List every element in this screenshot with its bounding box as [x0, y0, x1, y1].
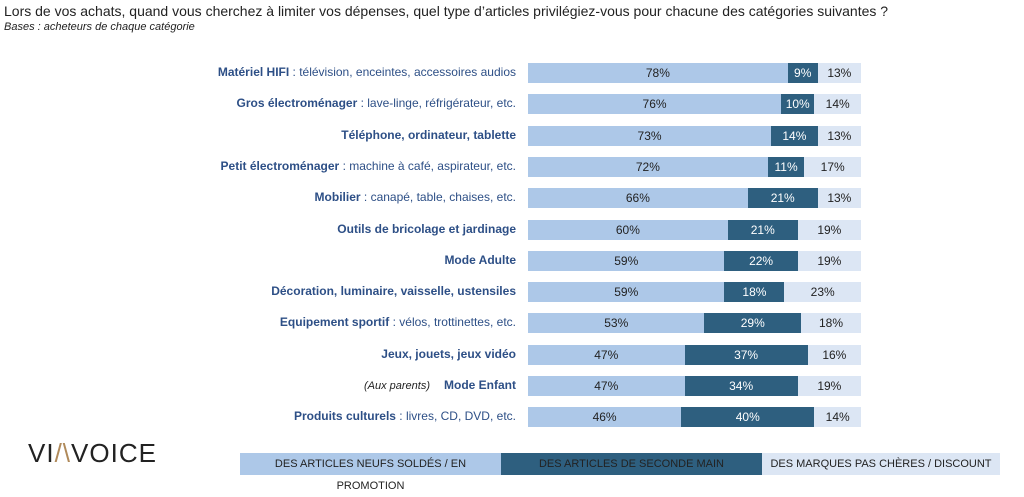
- bar-segment: 29%: [704, 313, 802, 334]
- bar-segment: 21%: [727, 219, 798, 240]
- category-label: (Aux parents) Mode Enfant: [364, 378, 516, 392]
- bar-segment: 9%: [787, 63, 818, 83]
- bar-row: Petit électroménager : machine à café, a…: [0, 156, 1024, 177]
- category-detail: : machine à café, aspirateur, etc.: [339, 158, 516, 173]
- category-prefix: (Aux parents): [363, 380, 430, 392]
- category-label: Jeux, jouets, jeux vidéo: [381, 347, 516, 361]
- bar-segment: 14%: [814, 407, 861, 428]
- viavoice-logo: VI/\VOICE: [28, 438, 157, 468]
- legend-item: DES MARQUES PAS CHÈRES / DISCOUNT: [762, 453, 1000, 475]
- bar-row: Décoration, luminaire, vaisselle, ustens…: [0, 282, 1024, 303]
- legend-item: DES ARTICLES NEUFS SOLDÉS / EN PROMOTION: [240, 453, 501, 492]
- bar-segment: 72%: [528, 156, 768, 177]
- category-detail: : lave-linge, réfrigérateur, etc.: [357, 96, 516, 111]
- bar-row: (Aux parents) Mode Enfant 47% 34% 19%: [0, 376, 1024, 396]
- bar-segment: 76%: [528, 94, 782, 115]
- bar-segment: 14%: [771, 125, 818, 146]
- bar-segment: 13%: [817, 63, 861, 83]
- category-label: Gros électroménager : lave-linge, réfrig…: [237, 96, 516, 110]
- bar-row: Téléphone, ordinateur, tablette 73% 14% 13%: [0, 125, 1024, 146]
- category-label: Mobilier : canapé, table, chaises, etc.: [315, 190, 516, 204]
- chart-title: Lors de vos achats, quand vous cherchez …: [4, 3, 889, 19]
- category-name: Mobilier: [314, 190, 361, 205]
- bar-row: Mode Adulte 59% 22% 19%: [0, 250, 1024, 271]
- bar-row: Outils de bricolage et jardinage 60% 21% 19…: [0, 219, 1024, 240]
- bar-segment: 16%: [807, 344, 861, 365]
- category-detail: : télévision, enceintes, accessoires aud…: [289, 65, 516, 79]
- category-name: Décoration, luminaire, vaisselle, ustens…: [271, 284, 516, 299]
- category-name: Petit électroménager: [220, 158, 340, 173]
- category-label: Petit électroménager : machine à café, a…: [221, 159, 516, 173]
- category-name: Jeux, jouets, jeux vidéo: [381, 346, 516, 361]
- category-label: Mode Adulte: [444, 253, 516, 267]
- bar-segment: 22%: [724, 250, 798, 271]
- category-name: Outils de bricolage et jardinage: [337, 221, 516, 236]
- bar-segment: 21%: [747, 188, 818, 209]
- bar-row: Gros électroménager : lave-linge, réfrig…: [0, 94, 1024, 115]
- bar-segment: 19%: [797, 250, 861, 271]
- bar-row: Matériel HIFI : télévision, enceintes, a…: [0, 63, 1024, 83]
- bar-segment: 19%: [797, 376, 861, 396]
- bar-segment: 46%: [528, 407, 682, 428]
- category-label: Décoration, luminaire, vaisselle, ustens…: [271, 284, 516, 298]
- category-detail: : canapé, table, chaises, etc.: [360, 190, 516, 205]
- category-name: Gros électroménager: [236, 96, 358, 111]
- category-name: Equipement sportif: [279, 315, 390, 330]
- category-detail: : vélos, trottinettes, etc.: [389, 315, 516, 330]
- bar-segment: 59%: [528, 282, 725, 303]
- bar-segment: 37%: [684, 344, 808, 365]
- bar-segment: 19%: [797, 219, 861, 240]
- bar-segment: 78%: [528, 63, 788, 83]
- category-name: Produits culturels: [293, 409, 396, 424]
- category-name: Mode Enfant: [444, 378, 516, 392]
- category-detail: : livres, CD, DVD, etc.: [395, 409, 516, 424]
- bar-segment: 18%: [724, 282, 785, 303]
- category-name: Mode Adulte: [444, 252, 516, 267]
- bar-segment: 18%: [801, 313, 861, 334]
- bar-segment: 47%: [528, 344, 685, 365]
- bar-segment: 47%: [528, 376, 685, 396]
- category-label: Equipement sportif : vélos, trottinettes…: [280, 315, 516, 329]
- bar-segment: 11%: [767, 156, 805, 177]
- bar-segment: 40%: [681, 407, 815, 428]
- bar-segment: 73%: [528, 125, 772, 146]
- bar-row: Jeux, jouets, jeux vidéo 47% 37% 16%: [0, 344, 1024, 365]
- category-label: Produits culturels : livres, CD, DVD, et…: [294, 409, 516, 423]
- bar-segment: 53%: [528, 313, 705, 334]
- bar-segment: 17%: [804, 156, 861, 177]
- chart-subtitle: Bases : acheteurs de chaque catégorie: [4, 21, 195, 33]
- bar-row: Produits culturels : livres, CD, DVD, et…: [0, 407, 1024, 428]
- bar-segment: 13%: [817, 125, 861, 146]
- bar-segment: 34%: [684, 376, 798, 396]
- bar-segment: 59%: [528, 250, 725, 271]
- bar-segment: 13%: [817, 188, 861, 209]
- bar-row: Mobilier : canapé, table, chaises, etc. 6…: [0, 188, 1024, 209]
- category-label: Téléphone, ordinateur, tablette: [341, 128, 516, 142]
- bar-segment: 14%: [814, 94, 861, 115]
- bar-segment: 10%: [781, 94, 815, 115]
- category-name: Matériel HIFI: [217, 65, 290, 79]
- bar-row: Equipement sportif : vélos, trottinettes…: [0, 313, 1024, 334]
- bar-segment: 60%: [528, 219, 728, 240]
- legend-item: DES ARTICLES DE SECONDE MAIN: [501, 453, 762, 475]
- bar-segment: 23%: [784, 282, 861, 303]
- category-label: Matériel HIFI : télévision, enceintes, a…: [218, 65, 516, 79]
- category-name: Téléphone, ordinateur, tablette: [341, 127, 516, 142]
- category-label: Outils de bricolage et jardinage: [337, 222, 516, 236]
- bar-segment: 66%: [528, 188, 748, 209]
